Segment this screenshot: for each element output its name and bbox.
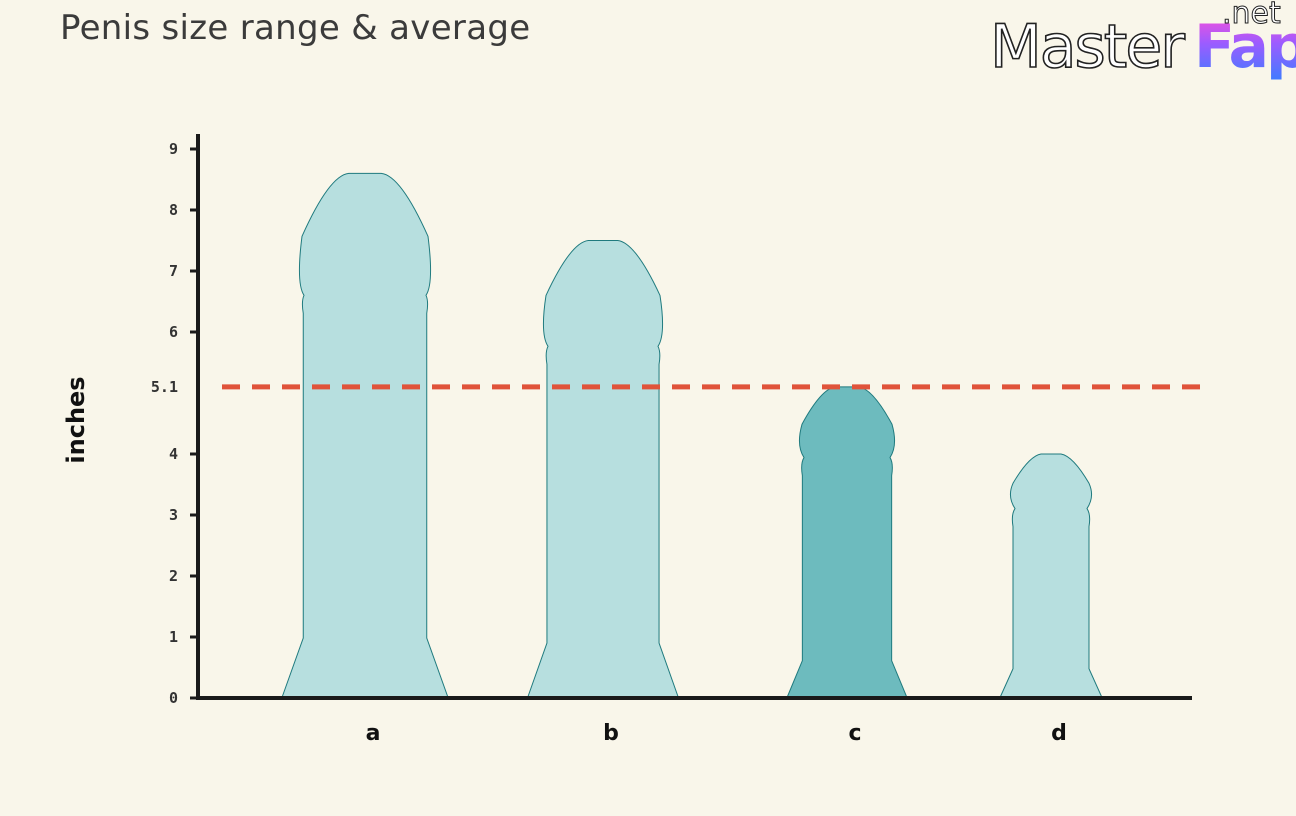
- y-tick-label: 8: [169, 201, 178, 219]
- y-tick-label: 4: [169, 445, 178, 463]
- x-category-label-d: d: [1051, 721, 1067, 746]
- y-tick-label: 0: [169, 689, 178, 707]
- watermark-fap-text: Fap: [1194, 12, 1296, 82]
- x-category-label-a: a: [366, 721, 381, 746]
- bar-a: [281, 172, 449, 699]
- bar-c: [786, 386, 908, 699]
- bars-group: [281, 172, 1103, 699]
- y-tick-label: 2: [169, 567, 178, 585]
- y-tick-label: 5.1: [151, 378, 178, 396]
- x-labels-group: a b c d: [366, 721, 1067, 746]
- y-axis-label: inches: [62, 376, 90, 463]
- x-category-label-c: c: [848, 721, 861, 746]
- axes-group: [196, 134, 1192, 700]
- y-tick-label: 7: [169, 262, 178, 280]
- bar-d: [999, 453, 1103, 699]
- bar-b: [526, 240, 680, 699]
- page-title: Penis size range & average: [60, 8, 531, 48]
- watermark-logo: Master Fap .net: [989, 0, 1296, 83]
- y-tick-label: 9: [169, 140, 178, 158]
- y-tick-label: 1: [169, 628, 178, 646]
- watermark-net-text: .net: [1222, 0, 1282, 32]
- y-ticks-group: 0 1 2 3 4 5.1 6 7 8 9: [151, 140, 198, 707]
- y-tick-label: 3: [169, 506, 178, 524]
- x-category-label-b: b: [603, 721, 619, 746]
- y-tick-label: 6: [169, 323, 178, 341]
- watermark-master-text: Master: [989, 11, 1186, 83]
